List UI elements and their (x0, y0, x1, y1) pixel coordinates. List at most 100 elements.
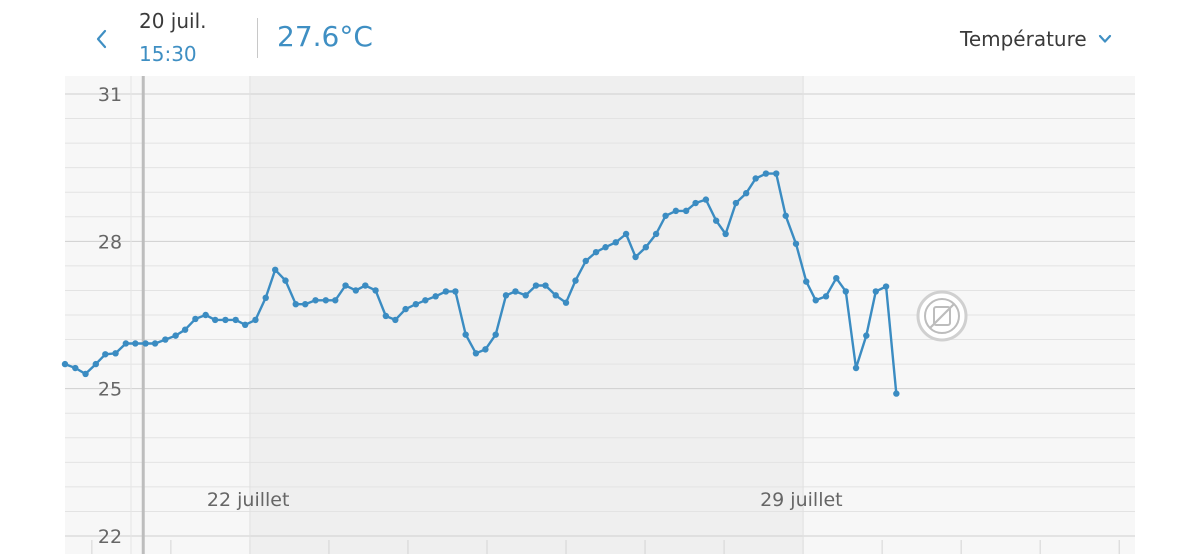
no-data-icon (918, 292, 966, 340)
data-point (383, 313, 389, 319)
data-point (353, 287, 359, 293)
data-point (523, 292, 529, 298)
x-axis-label: 22 juillet (207, 489, 290, 511)
data-point (613, 239, 619, 245)
data-point (272, 267, 278, 273)
data-point (123, 340, 129, 346)
data-point (112, 350, 118, 356)
data-point (563, 300, 569, 306)
data-point (132, 340, 138, 346)
data-point (392, 317, 398, 323)
data-point (683, 208, 689, 214)
data-point (462, 331, 468, 337)
data-point (482, 346, 488, 352)
data-point (302, 301, 308, 307)
data-point (232, 317, 238, 323)
data-point (222, 317, 228, 323)
data-point (673, 208, 679, 214)
x-axis-label: 29 juillet (760, 489, 843, 511)
data-point (422, 297, 428, 303)
data-point (162, 336, 168, 342)
data-point (593, 249, 599, 255)
data-point (62, 361, 68, 367)
data-point (653, 231, 659, 237)
data-point (553, 292, 559, 298)
data-point (362, 282, 368, 288)
data-point (432, 293, 438, 299)
data-point (473, 350, 479, 356)
data-point (282, 277, 288, 283)
data-point (803, 278, 809, 284)
data-point (843, 288, 849, 294)
data-point (783, 213, 789, 219)
data-point (893, 390, 899, 396)
y-tick-label: 25 (98, 379, 122, 401)
data-point (692, 200, 698, 206)
data-point (572, 277, 578, 283)
data-point (833, 275, 839, 281)
header-divider (257, 18, 258, 58)
metric-dropdown-label: Température (960, 27, 1087, 51)
chevron-left-icon[interactable] (88, 22, 116, 56)
data-point (643, 244, 649, 250)
data-point (632, 254, 638, 260)
temperature-chart[interactable]: 31 28 25 22 22 juillet 29 juillet (0, 76, 1200, 554)
data-point (202, 312, 208, 318)
data-point (413, 301, 419, 307)
metric-dropdown[interactable]: Température (960, 24, 1113, 54)
y-tick-label: 28 (98, 231, 122, 253)
data-point (752, 175, 758, 181)
chevron-down-icon (1097, 33, 1113, 45)
data-point (533, 282, 539, 288)
data-point (452, 288, 458, 294)
data-point (102, 351, 108, 357)
data-point (263, 295, 269, 301)
data-point (142, 340, 148, 346)
data-point (342, 282, 348, 288)
data-point (623, 231, 629, 237)
data-point (722, 231, 728, 237)
data-point (542, 282, 548, 288)
data-point (372, 287, 378, 293)
data-point (602, 244, 608, 250)
data-point (733, 200, 739, 206)
data-point (853, 365, 859, 371)
data-point (492, 331, 498, 337)
data-point (662, 213, 668, 219)
data-point (323, 297, 329, 303)
data-point (713, 218, 719, 224)
current-reading: 27.6°C (277, 20, 373, 53)
data-point (873, 288, 879, 294)
data-point (883, 283, 889, 289)
data-point (252, 317, 258, 323)
data-point (703, 196, 709, 202)
data-point (212, 317, 218, 323)
data-point (402, 306, 408, 312)
data-point (182, 327, 188, 333)
data-point (332, 297, 338, 303)
data-point (293, 301, 299, 307)
data-point (512, 288, 518, 294)
data-point (583, 258, 589, 264)
data-point (192, 316, 198, 322)
y-tick-label: 31 (98, 84, 122, 106)
data-point (443, 288, 449, 294)
data-point (242, 322, 248, 328)
data-point (763, 170, 769, 176)
selected-time: 15:30 (139, 42, 197, 66)
data-point (93, 361, 99, 367)
data-point (863, 332, 869, 338)
data-point (503, 292, 509, 298)
data-point (773, 170, 779, 176)
data-point (152, 340, 158, 346)
data-point (823, 293, 829, 299)
data-point (793, 241, 799, 247)
data-point (743, 190, 749, 196)
data-point (172, 332, 178, 338)
y-tick-label: 22 (98, 526, 122, 548)
data-point (312, 297, 318, 303)
data-point (82, 371, 88, 377)
data-point (813, 297, 819, 303)
selected-date: 20 juil. (139, 9, 207, 33)
top-bar: 20 juil. 15:30 27.6°C Température (0, 0, 1200, 76)
